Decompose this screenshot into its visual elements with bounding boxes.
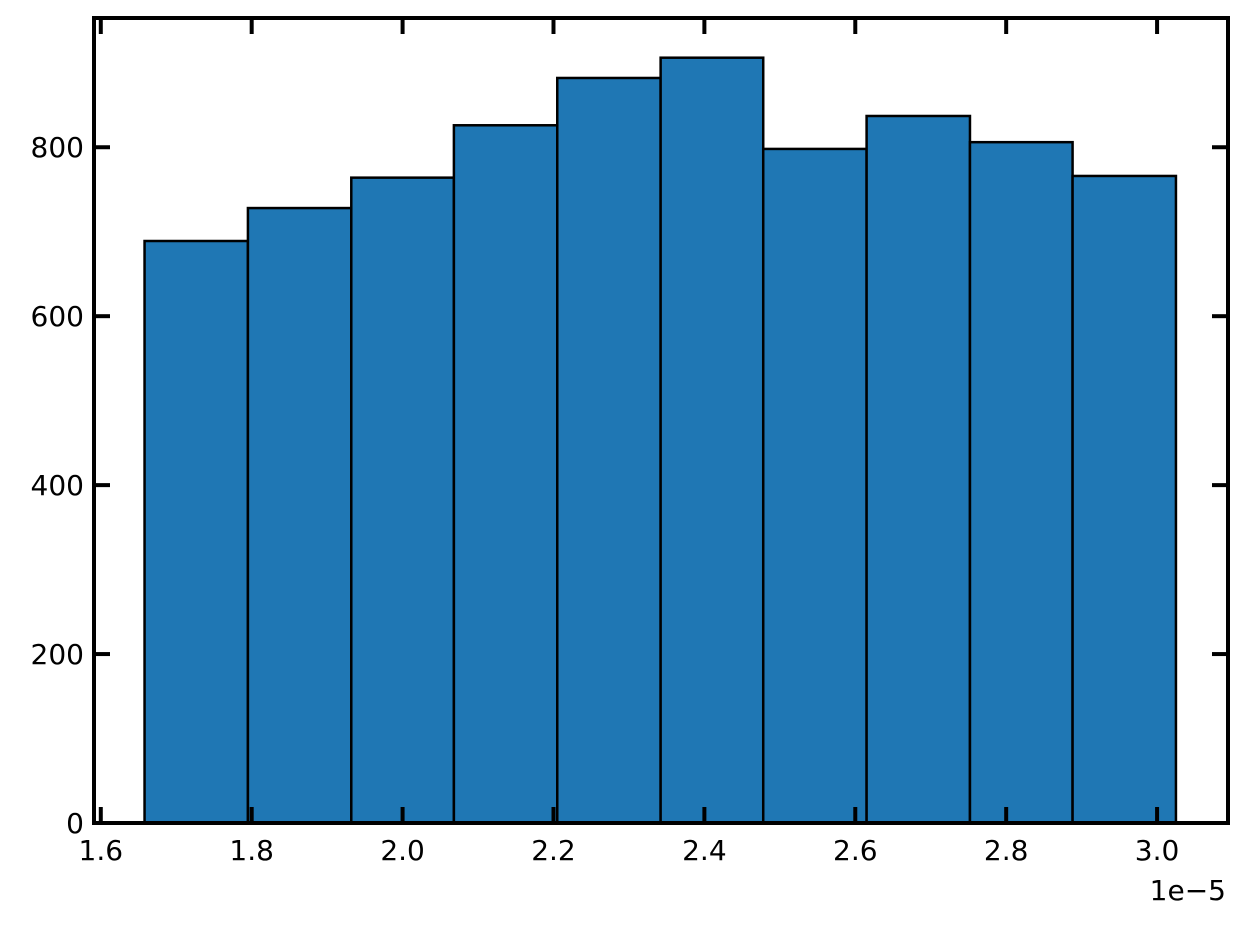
histogram-bar [556,76,662,825]
histogram-bar [452,124,559,825]
histogram-bar [1071,174,1178,825]
bars-group [143,56,1178,825]
x-tick-label: 2.2 [531,834,576,867]
x-tick-label: 1.8 [229,834,274,867]
x-tick-label: 2.4 [682,834,727,867]
y-tick-label: 400 [31,469,84,502]
x-tick-label: 3.0 [1135,834,1180,867]
plot-frame [92,16,1230,825]
y-tick-label: 800 [31,131,84,164]
x-tick-label: 1.6 [79,834,124,867]
x-tick-label: 2.6 [833,834,878,867]
histogram-bar [865,114,972,825]
y-tick-label: 0 [66,807,84,840]
histogram-bar [246,206,353,825]
y-tick-label: 600 [31,300,84,333]
histogram-bar [968,140,1074,825]
histogram-bar [350,176,456,825]
y-tick-label: 200 [31,638,84,671]
x-offset-label: 1e−5 [1150,874,1226,907]
x-tick-label: 2.0 [380,834,425,867]
histogram-bar [143,239,250,825]
histogram-bar [761,147,868,825]
histogram-bar [659,56,765,825]
x-tick-label: 2.8 [984,834,1029,867]
ticks-group: 1.6 1.8 2.0 2.2 2.4 2.6 2.8 3.0 0 200 400 600 800 [31,18,1228,867]
